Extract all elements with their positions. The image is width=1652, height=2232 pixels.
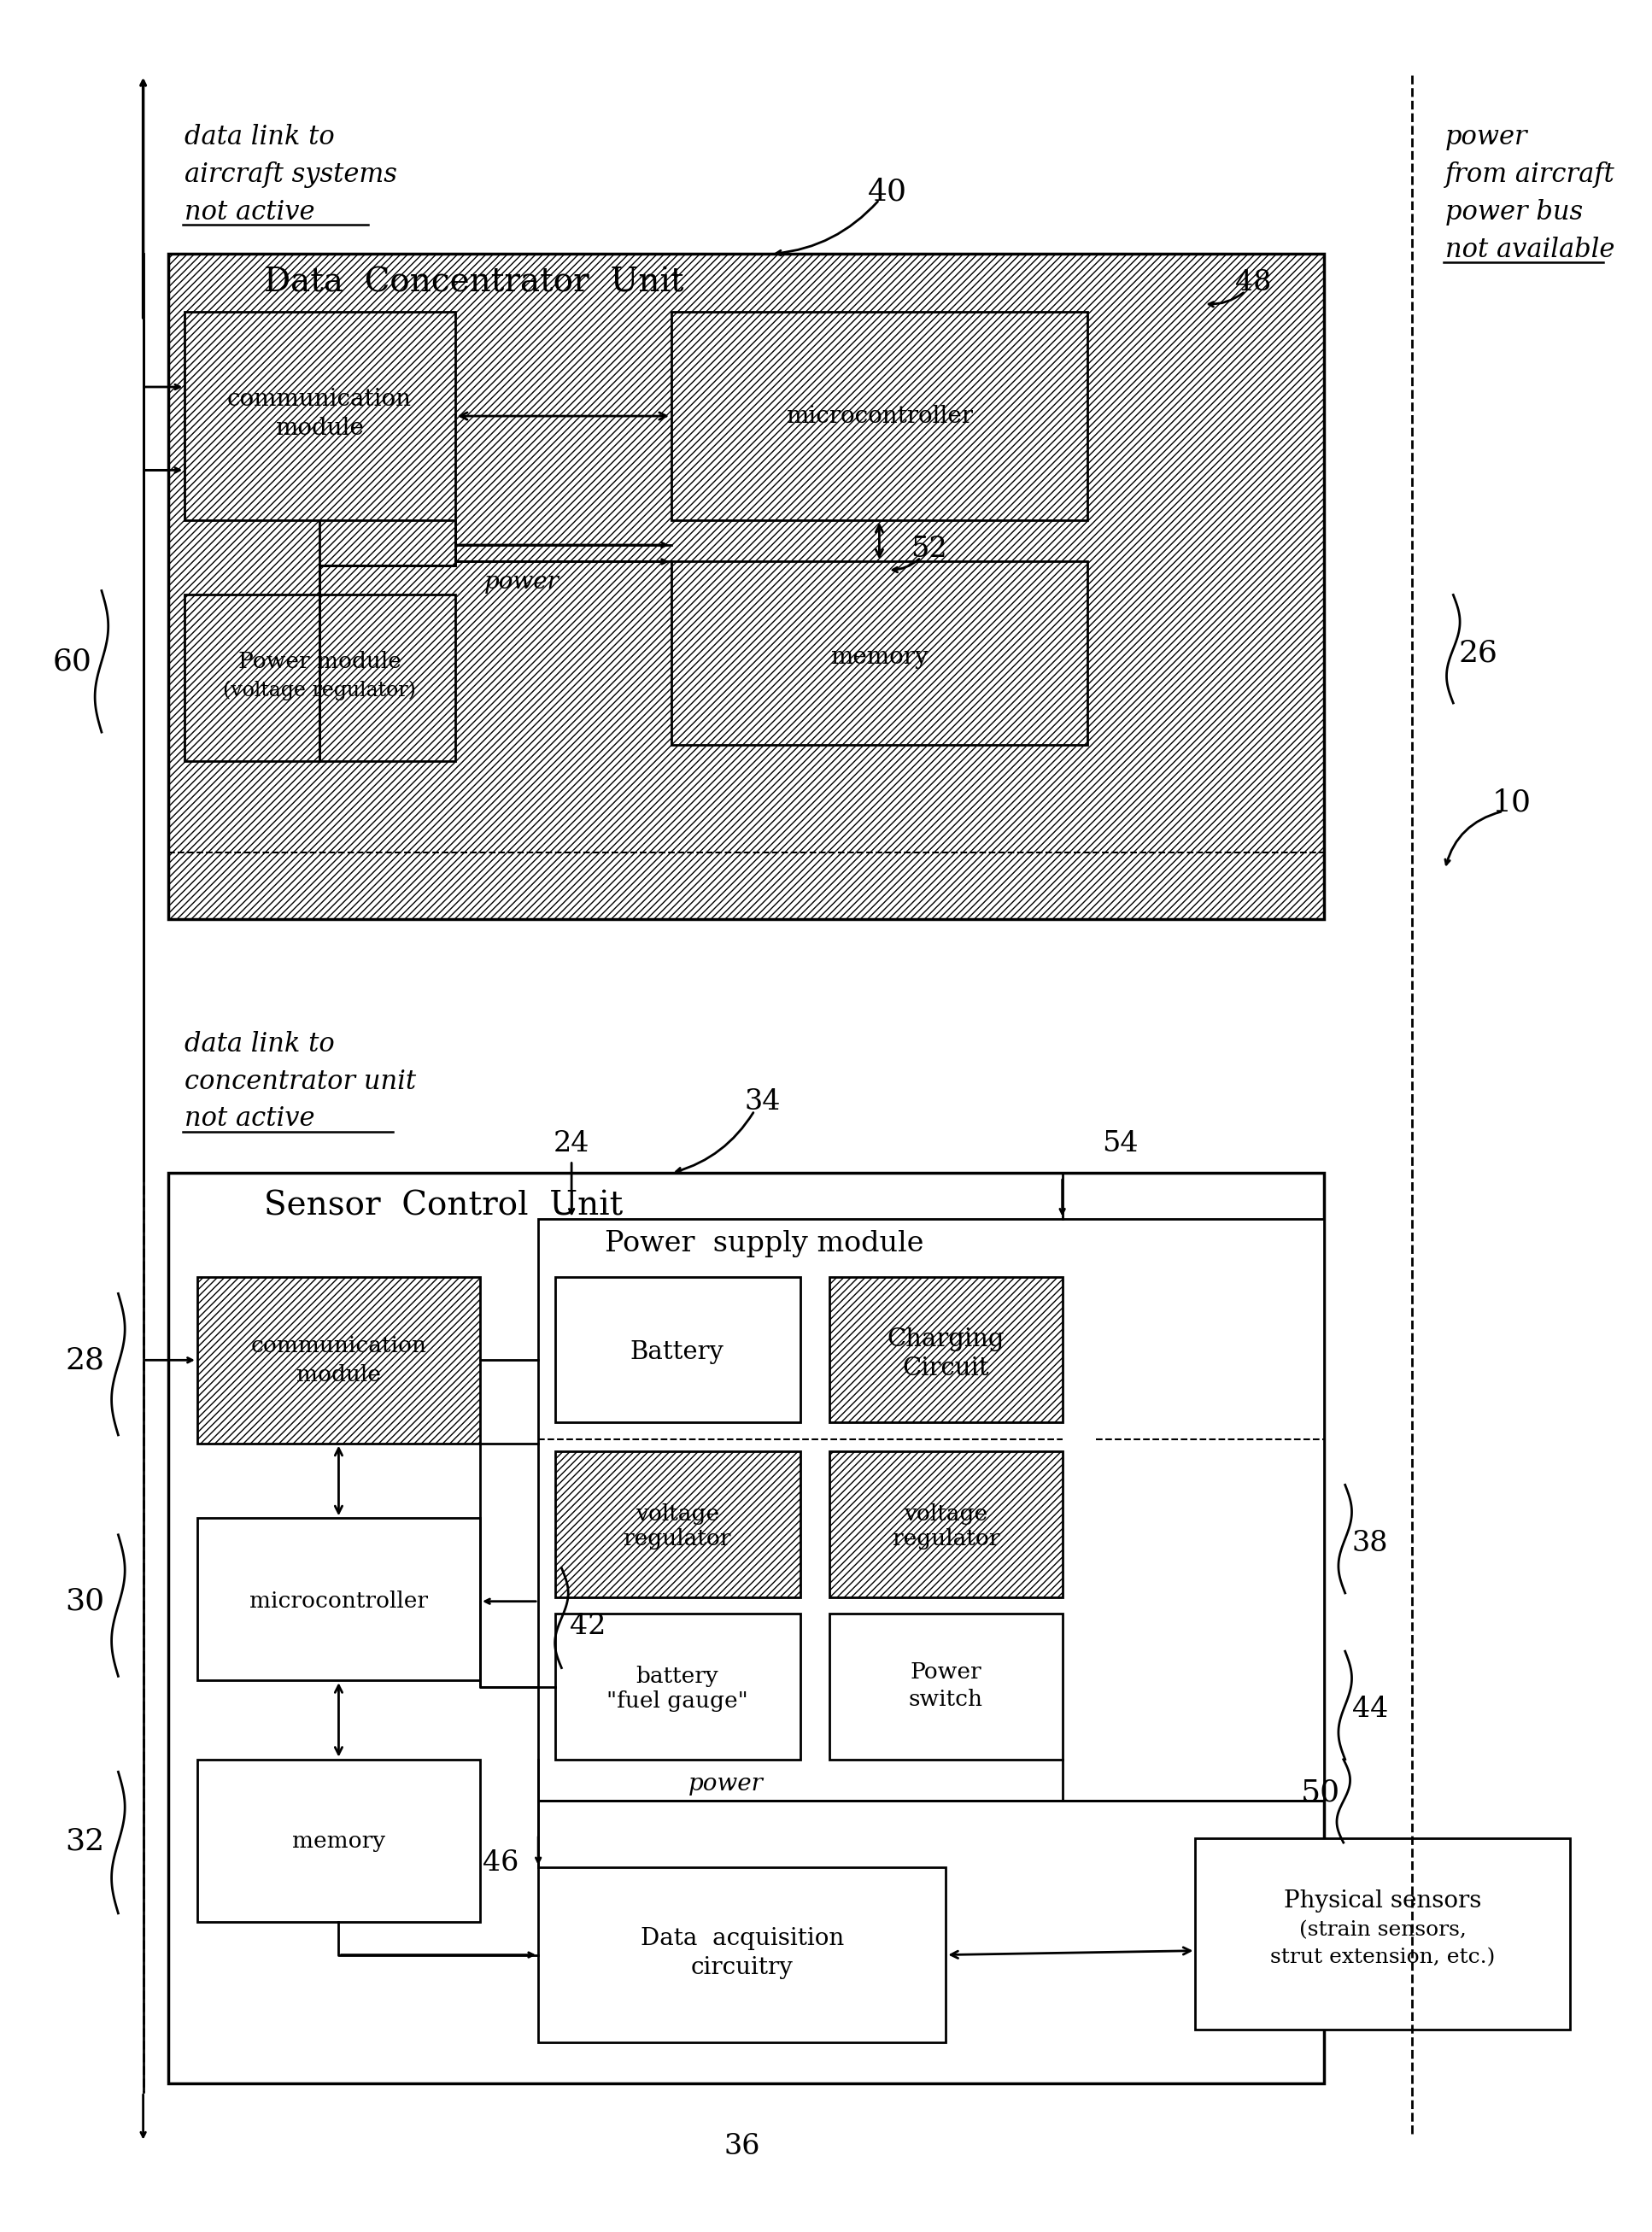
Text: not available: not available xyxy=(1446,237,1614,263)
Text: 44: 44 xyxy=(1351,1696,1388,1723)
Bar xyxy=(197,1759,481,1922)
Text: switch: switch xyxy=(909,1690,983,1710)
Bar xyxy=(169,254,1325,920)
Bar xyxy=(539,1219,1325,1801)
Text: from aircraft: from aircraft xyxy=(1446,161,1614,187)
Text: 40: 40 xyxy=(867,176,907,205)
Text: Physical sensors: Physical sensors xyxy=(1284,1888,1482,1913)
Text: aircraft systems: aircraft systems xyxy=(185,161,398,187)
Text: Power  supply module: Power supply module xyxy=(605,1230,923,1257)
Bar xyxy=(539,1868,947,2042)
Bar xyxy=(555,1451,800,1598)
Text: power: power xyxy=(484,571,558,594)
Bar xyxy=(555,1614,800,1759)
Text: memory: memory xyxy=(831,645,928,670)
Text: communication: communication xyxy=(251,1335,426,1357)
Text: power: power xyxy=(1446,125,1528,150)
Text: 52: 52 xyxy=(910,536,947,562)
Bar xyxy=(185,596,454,761)
Text: not active: not active xyxy=(185,1105,316,1132)
Text: 30: 30 xyxy=(64,1587,104,1616)
Bar xyxy=(671,312,1087,520)
Bar xyxy=(1196,1839,1569,2029)
Text: concentrator unit: concentrator unit xyxy=(185,1069,416,1094)
Text: power: power xyxy=(687,1772,763,1797)
Text: 26: 26 xyxy=(1459,638,1498,667)
Text: Power module: Power module xyxy=(238,652,401,672)
Bar xyxy=(555,1277,800,1422)
Text: "fuel gauge": "fuel gauge" xyxy=(606,1690,748,1712)
Text: 54: 54 xyxy=(1102,1129,1138,1158)
Bar xyxy=(185,312,454,520)
Text: Data  Concentrator  Unit: Data Concentrator Unit xyxy=(264,268,684,299)
Text: Sensor  Control  Unit: Sensor Control Unit xyxy=(264,1190,623,1223)
Text: 50: 50 xyxy=(1300,1779,1340,1808)
Text: battery: battery xyxy=(636,1665,719,1687)
Bar xyxy=(169,1174,1325,2085)
Text: circuitry: circuitry xyxy=(691,1955,793,1980)
Text: 38: 38 xyxy=(1351,1529,1388,1556)
Text: Power: Power xyxy=(910,1661,981,1683)
Text: 36: 36 xyxy=(724,2132,760,2161)
Text: not active: not active xyxy=(185,199,316,225)
Text: (voltage regulator): (voltage regulator) xyxy=(223,681,416,701)
Text: regulator: regulator xyxy=(623,1529,730,1549)
Text: module: module xyxy=(276,417,363,440)
Text: 42: 42 xyxy=(570,1614,606,1641)
Text: memory: memory xyxy=(292,1830,385,1853)
Text: data link to: data link to xyxy=(185,125,335,150)
Bar xyxy=(829,1277,1062,1422)
Text: communication: communication xyxy=(228,388,411,411)
Text: 28: 28 xyxy=(66,1346,104,1375)
Text: microcontroller: microcontroller xyxy=(249,1591,428,1612)
Text: 24: 24 xyxy=(553,1129,590,1158)
Text: module: module xyxy=(296,1364,382,1386)
Text: 10: 10 xyxy=(1492,788,1531,817)
Text: strut extension, etc.): strut extension, etc.) xyxy=(1270,1949,1495,1966)
Text: 48: 48 xyxy=(1236,270,1272,297)
Text: microcontroller: microcontroller xyxy=(786,404,973,429)
Text: Data  acquisition: Data acquisition xyxy=(641,1926,844,1951)
Bar xyxy=(197,1518,481,1681)
Text: 60: 60 xyxy=(53,647,93,676)
Text: Battery: Battery xyxy=(631,1339,724,1364)
Text: 46: 46 xyxy=(482,1850,519,1877)
Bar xyxy=(829,1614,1062,1759)
Bar xyxy=(671,562,1087,745)
Text: voltage: voltage xyxy=(636,1504,719,1524)
Text: regulator: regulator xyxy=(892,1529,999,1549)
Bar xyxy=(829,1451,1062,1598)
Text: data link to: data link to xyxy=(185,1031,335,1058)
Text: 32: 32 xyxy=(64,1826,104,1855)
Text: 34: 34 xyxy=(745,1089,781,1116)
Text: (strain sensors,: (strain sensors, xyxy=(1298,1920,1467,1940)
Text: Charging: Charging xyxy=(887,1328,1004,1350)
Text: Circuit: Circuit xyxy=(902,1357,990,1379)
Text: voltage: voltage xyxy=(904,1504,988,1524)
Text: power bus: power bus xyxy=(1446,199,1583,225)
Bar xyxy=(197,1277,481,1444)
